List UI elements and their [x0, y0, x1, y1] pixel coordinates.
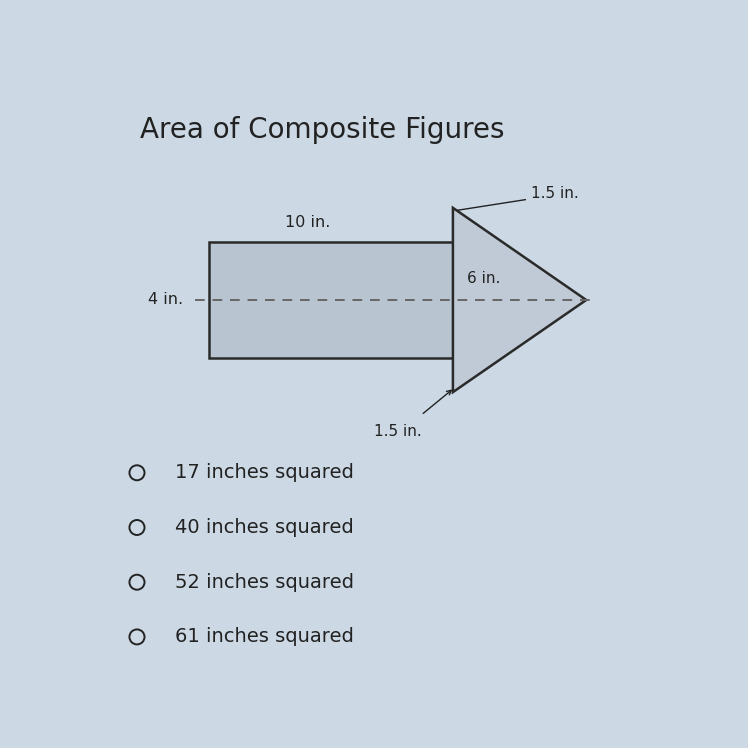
Text: 40 inches squared: 40 inches squared: [175, 518, 353, 537]
Text: 61 inches squared: 61 inches squared: [175, 628, 354, 646]
Text: Area of Composite Figures: Area of Composite Figures: [140, 116, 504, 144]
Text: 6 in.: 6 in.: [468, 271, 500, 286]
Text: 1.5 in.: 1.5 in.: [374, 424, 422, 439]
Text: 17 inches squared: 17 inches squared: [175, 463, 354, 482]
Text: 1.5 in.: 1.5 in.: [531, 186, 579, 201]
Bar: [209, 242, 453, 358]
Text: 10 in.: 10 in.: [285, 215, 331, 230]
Text: 4 in.: 4 in.: [148, 292, 183, 307]
Text: 52 inches squared: 52 inches squared: [175, 573, 354, 592]
Polygon shape: [453, 208, 586, 392]
